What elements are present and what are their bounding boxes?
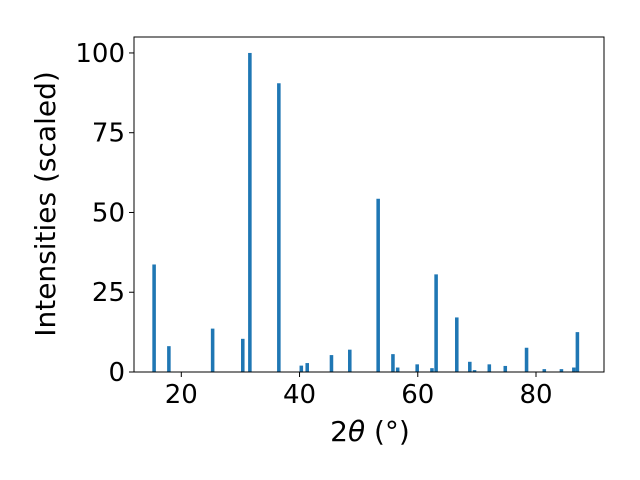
bar-4 [248, 52, 252, 372]
y-tick-label-4: 100 [75, 39, 125, 69]
bar-22 [542, 369, 547, 372]
bar-7 [305, 363, 309, 372]
bar-21 [524, 347, 529, 372]
bar-25 [575, 332, 580, 372]
bar-3 [241, 338, 245, 372]
y-tick-label-2: 50 [92, 198, 125, 228]
bar-24 [572, 367, 576, 372]
x-axis-label-unit: (°) [365, 415, 410, 448]
x-tick-label-0: 20 [165, 380, 198, 410]
x-ticks: 20 40 60 80 [165, 372, 553, 410]
x-tick-label-1: 40 [283, 380, 316, 410]
bar-2 [210, 328, 215, 372]
x-axis-label-theta: θ [348, 415, 365, 448]
y-axis-label: Intensities (scaled) [29, 71, 62, 337]
y-tick-label-0: 0 [108, 358, 125, 388]
bar-20 [503, 365, 508, 372]
bar-16 [455, 317, 459, 372]
bar-23 [559, 369, 564, 372]
bar-13 [415, 364, 419, 372]
bar-15 [434, 274, 438, 372]
x-axis-label-prefix: 2 [330, 415, 348, 448]
bar-14 [430, 368, 434, 372]
bar-10 [376, 198, 380, 372]
bar-1 [167, 346, 171, 372]
x-tick-label-3: 80 [519, 380, 552, 410]
bar-19 [487, 364, 492, 372]
y-tick-label-3: 75 [92, 119, 125, 149]
y-ticks: 0 25 50 75 100 [75, 39, 134, 388]
bar-6 [299, 365, 304, 372]
bar-9 [348, 349, 352, 372]
bar-12 [395, 367, 400, 372]
bar-18 [472, 370, 477, 372]
x-axis-label: 2θ (°) [330, 415, 410, 448]
y-tick-label-1: 25 [92, 278, 125, 308]
plot-frame [133, 36, 605, 373]
bar-11 [391, 354, 395, 372]
bars-group [152, 52, 580, 372]
bar-8 [329, 355, 334, 372]
bar-0 [152, 264, 156, 372]
x-tick-label-2: 60 [401, 380, 434, 410]
bar-5 [277, 83, 281, 372]
bar-17 [468, 361, 472, 372]
